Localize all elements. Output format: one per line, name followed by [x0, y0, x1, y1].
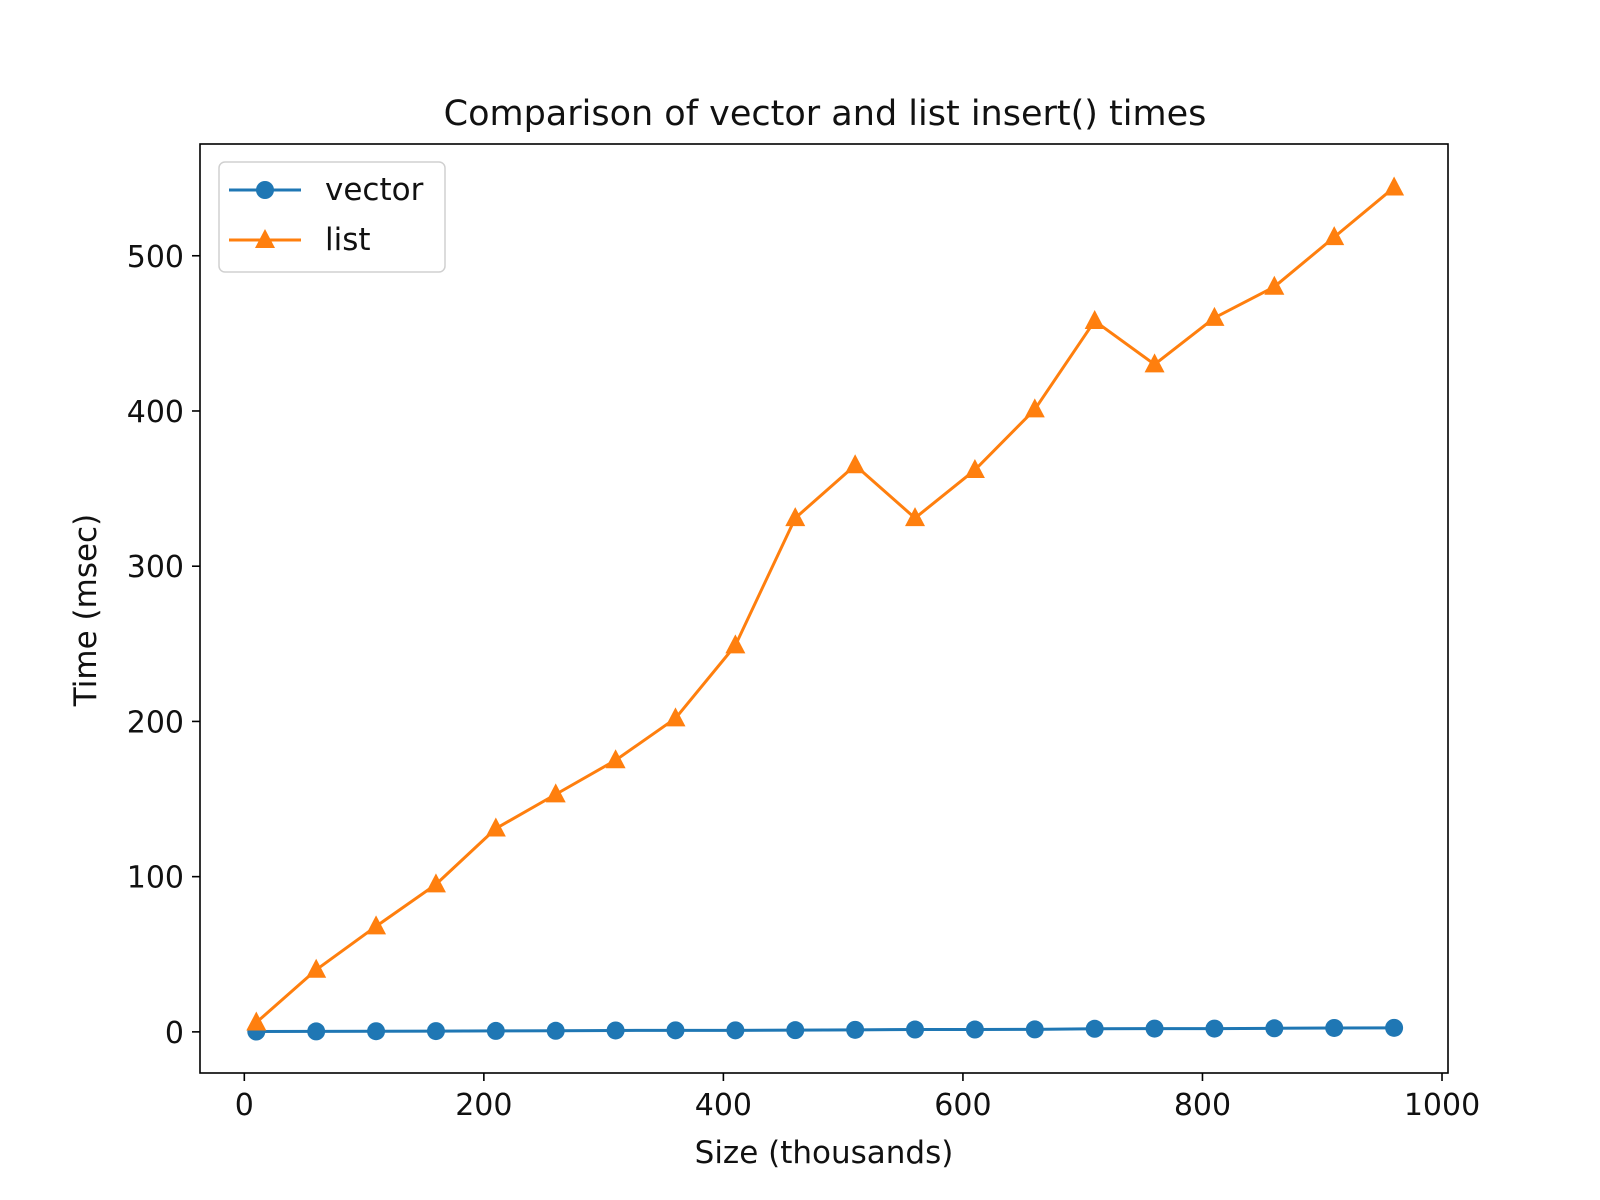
vector-point — [546, 1021, 565, 1040]
list-point — [545, 783, 566, 803]
vector-point — [846, 1020, 865, 1039]
series-layer — [246, 176, 1405, 1041]
list-point — [1084, 309, 1105, 329]
legend: vector list — [218, 161, 446, 273]
vector-point — [726, 1021, 745, 1040]
list-point — [306, 958, 327, 978]
list-point — [485, 817, 506, 837]
vector-point — [367, 1022, 386, 1041]
vector-point — [606, 1021, 625, 1040]
vector-point — [486, 1021, 505, 1040]
x-tick-label: 600 — [934, 1088, 991, 1123]
list-point — [605, 749, 626, 769]
vector-point — [965, 1020, 984, 1039]
x-axis: 0 200 400 600 800 1000 — [235, 1073, 1480, 1123]
x-tick-label: 800 — [1174, 1088, 1231, 1123]
y-axis-label: Time (msec) — [68, 514, 104, 707]
y-tick-label: 300 — [127, 550, 184, 585]
vector-point — [1325, 1018, 1344, 1037]
vector-point — [786, 1021, 805, 1040]
vector-point — [1025, 1020, 1044, 1039]
list-point — [845, 454, 866, 474]
y-tick-label: 0 — [165, 1016, 184, 1051]
x-axis-label: Size (thousands) — [695, 1135, 954, 1171]
legend-vector-marker — [256, 181, 274, 199]
list-line — [254, 185, 1396, 1025]
list-point — [964, 458, 985, 478]
list-point — [725, 634, 746, 654]
list-point — [1204, 306, 1225, 326]
list-point — [1324, 226, 1345, 246]
list-point — [785, 507, 806, 527]
vector-point — [666, 1021, 685, 1040]
x-tick-label: 1000 — [1404, 1088, 1480, 1123]
vector-point — [906, 1020, 925, 1039]
y-tick-label: 200 — [127, 705, 184, 740]
list-point — [1024, 398, 1045, 418]
list-point — [1144, 353, 1165, 373]
list-point — [1264, 275, 1285, 295]
vector-point — [1145, 1019, 1164, 1038]
vector-point — [426, 1022, 445, 1041]
legend-list-label: list — [325, 222, 371, 258]
list-point — [665, 707, 686, 727]
vector-point — [307, 1022, 326, 1041]
y-tick-label: 500 — [127, 240, 184, 275]
list-point — [905, 507, 926, 527]
x-tick-label: 200 — [455, 1088, 512, 1123]
x-tick-label: 400 — [695, 1088, 752, 1123]
x-tick-label: 0 — [235, 1088, 254, 1123]
list-point — [425, 873, 446, 893]
vector-point — [1265, 1019, 1284, 1038]
vector-point — [1205, 1019, 1224, 1038]
vector-line — [254, 1026, 1396, 1034]
list-point — [246, 1011, 267, 1031]
list-point — [1384, 176, 1405, 196]
legend-vector-label: vector — [325, 172, 424, 208]
list-point — [366, 915, 387, 935]
plot-area-frame — [199, 143, 1449, 1074]
y-tick-label: 400 — [127, 395, 184, 430]
legend-list-marker — [255, 229, 275, 248]
y-axis: 0 100 200 300 400 500 — [127, 240, 200, 1051]
y-tick-label: 100 — [127, 861, 184, 896]
vector-point — [1085, 1019, 1104, 1038]
vector-point — [1385, 1018, 1404, 1037]
chart-title: Comparison of vector and list insert() t… — [444, 94, 1207, 134]
